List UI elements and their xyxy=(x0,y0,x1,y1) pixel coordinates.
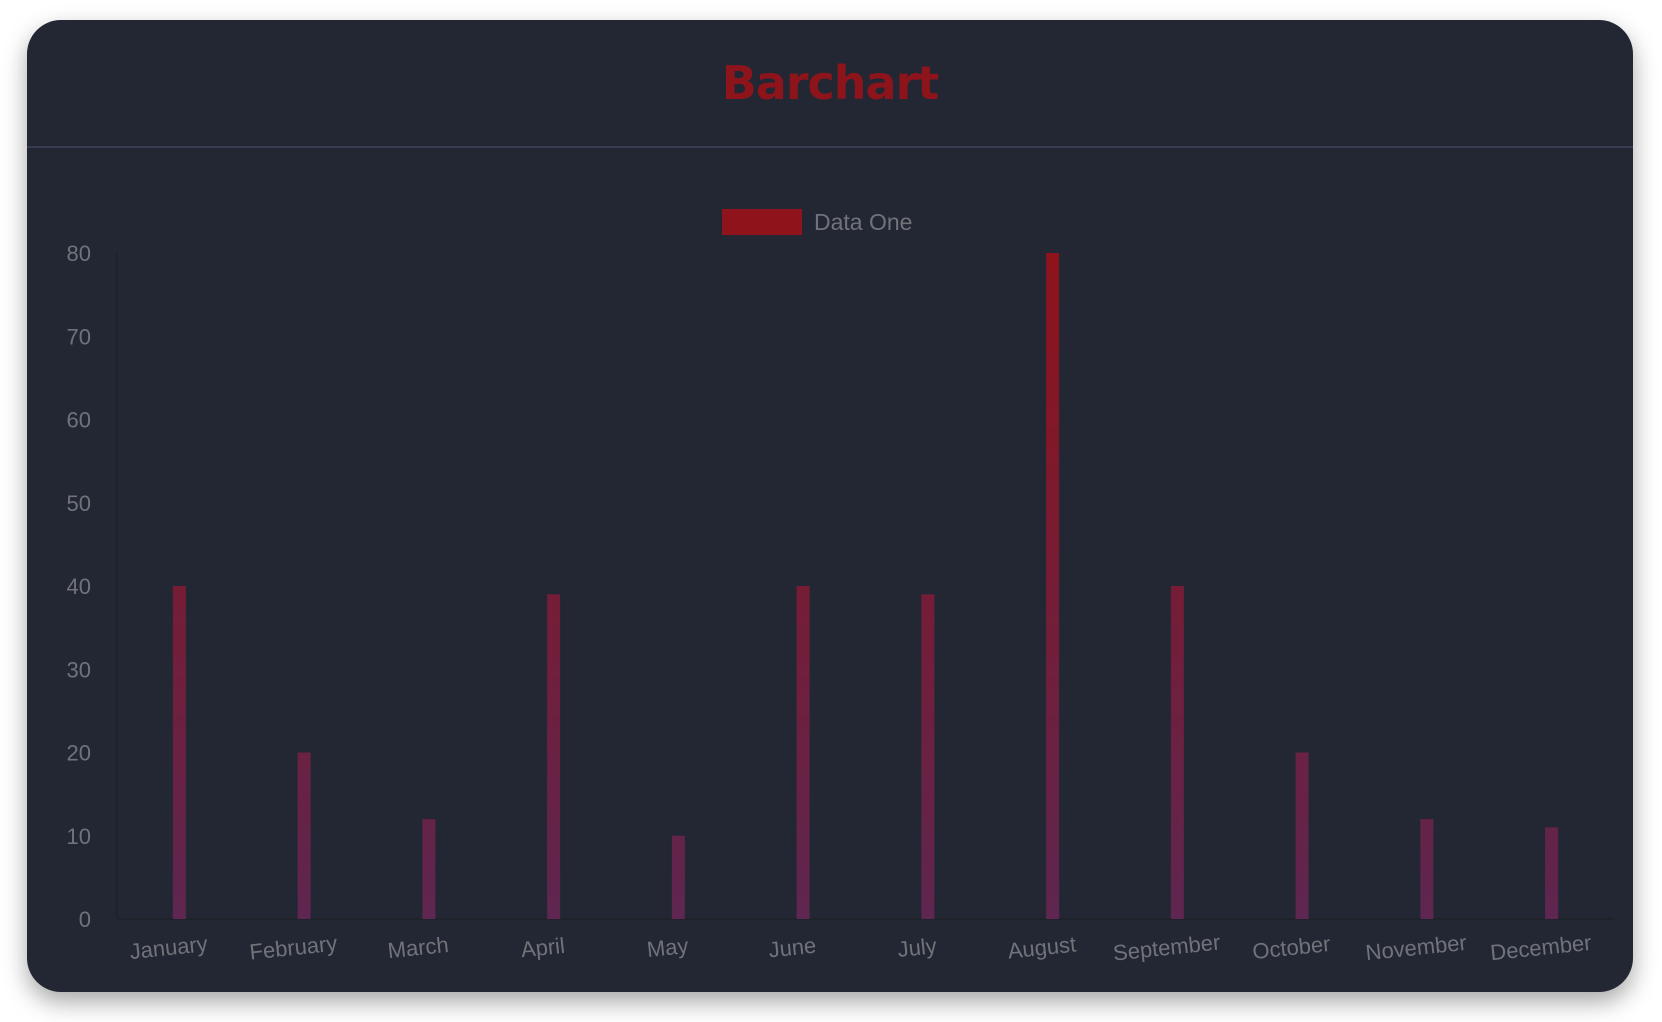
chart-card: Barchart 0 10 20 30 40 50 60 70 80 January Februar… xyxy=(27,20,1633,992)
x-tick-label: March xyxy=(386,932,449,963)
bar-chart: 0 10 20 30 40 50 60 70 80 January February March Apr… xyxy=(67,209,1614,966)
legend-label: Data One xyxy=(814,209,912,235)
x-tick-label: February xyxy=(248,931,338,965)
x-tick-label: November xyxy=(1364,930,1468,965)
y-tick-label: 50 xyxy=(67,491,91,516)
y-tick-label: 20 xyxy=(67,741,91,766)
y-tick-label: 30 xyxy=(67,657,91,682)
bar-december xyxy=(1545,827,1559,919)
y-tick-label: 0 xyxy=(79,907,91,932)
x-tick-label: June xyxy=(767,933,817,963)
x-tick-label: April xyxy=(520,933,566,962)
x-tick-label: September xyxy=(1112,929,1222,965)
bar-april xyxy=(547,594,561,919)
bar-may xyxy=(671,835,685,919)
legend-swatch xyxy=(722,209,802,235)
chart-title: Barchart xyxy=(721,56,940,110)
bar-february xyxy=(297,752,311,919)
x-tick-label: December xyxy=(1489,930,1593,965)
y-tick-label: 10 xyxy=(67,824,91,849)
bar-november xyxy=(1420,819,1434,919)
bar-september xyxy=(1170,586,1184,919)
bar-march xyxy=(422,819,436,919)
bar-june xyxy=(796,586,810,919)
y-tick-label: 80 xyxy=(67,241,91,266)
x-tick-label: October xyxy=(1251,931,1331,964)
y-tick-label: 40 xyxy=(67,574,91,599)
bar-january xyxy=(172,586,186,919)
x-tick-label: May xyxy=(646,933,690,962)
bar-october xyxy=(1295,752,1309,919)
bar-july xyxy=(921,594,935,919)
x-tick-label: January xyxy=(128,931,208,964)
x-tick-label: August xyxy=(1006,932,1077,964)
y-tick-label: 60 xyxy=(67,408,91,433)
bar-august xyxy=(1046,253,1060,919)
y-tick-label: 70 xyxy=(67,324,91,349)
x-tick-label: July xyxy=(896,933,938,962)
card-header: Barchart xyxy=(27,20,1633,148)
